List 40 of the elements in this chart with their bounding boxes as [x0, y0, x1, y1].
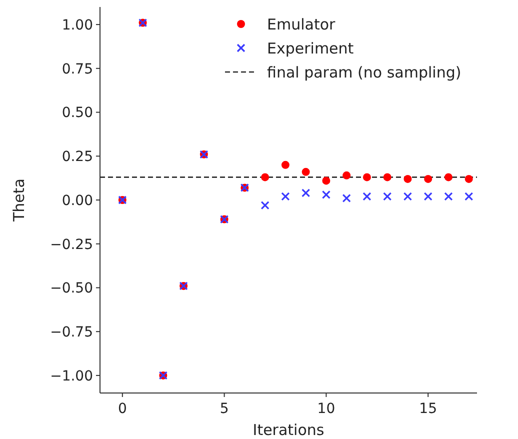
y-tick-label: −0.25: [50, 236, 93, 253]
x-axis-title: Iterations: [252, 421, 324, 439]
point: [383, 192, 392, 201]
point: [281, 192, 290, 201]
y-tick-label: 0.50: [62, 105, 93, 122]
y-tick-label: 0.75: [62, 61, 93, 78]
point: [424, 192, 432, 201]
point: [362, 173, 371, 182]
y-tick-label: 1.00: [62, 17, 93, 34]
point: [260, 200, 270, 210]
y-tick-label: −0.75: [50, 324, 93, 340]
legend-label: final param (no sampling): [267, 63, 462, 82]
y-tick-label: −0.50: [50, 280, 93, 297]
x-tick-label: 0: [118, 401, 127, 417]
point: [322, 190, 330, 200]
point: [261, 173, 270, 182]
point: [322, 176, 330, 185]
x-tick-label: 15: [419, 401, 438, 417]
point: [464, 192, 474, 201]
point: [342, 194, 351, 203]
point: [342, 171, 351, 180]
x-tick-label: 10: [317, 401, 336, 417]
point: [404, 174, 412, 183]
y-tick-label: 0.25: [62, 149, 93, 166]
point: [302, 168, 310, 176]
point: [302, 188, 310, 198]
point: [464, 174, 473, 183]
point: [424, 174, 432, 183]
y-axis-title: Theta: [10, 178, 28, 222]
legend-label: Emulator: [267, 15, 336, 34]
y-tick-label: −1.00: [50, 368, 93, 384]
point: [444, 173, 452, 182]
legend-label: Experiment: [267, 39, 354, 58]
y-tick-label: 0.00: [62, 192, 93, 209]
point: [362, 192, 372, 201]
point: [444, 192, 453, 201]
x-tick-label: 5: [220, 401, 229, 417]
point: [383, 173, 392, 182]
point: [281, 160, 290, 169]
point: [403, 192, 412, 201]
